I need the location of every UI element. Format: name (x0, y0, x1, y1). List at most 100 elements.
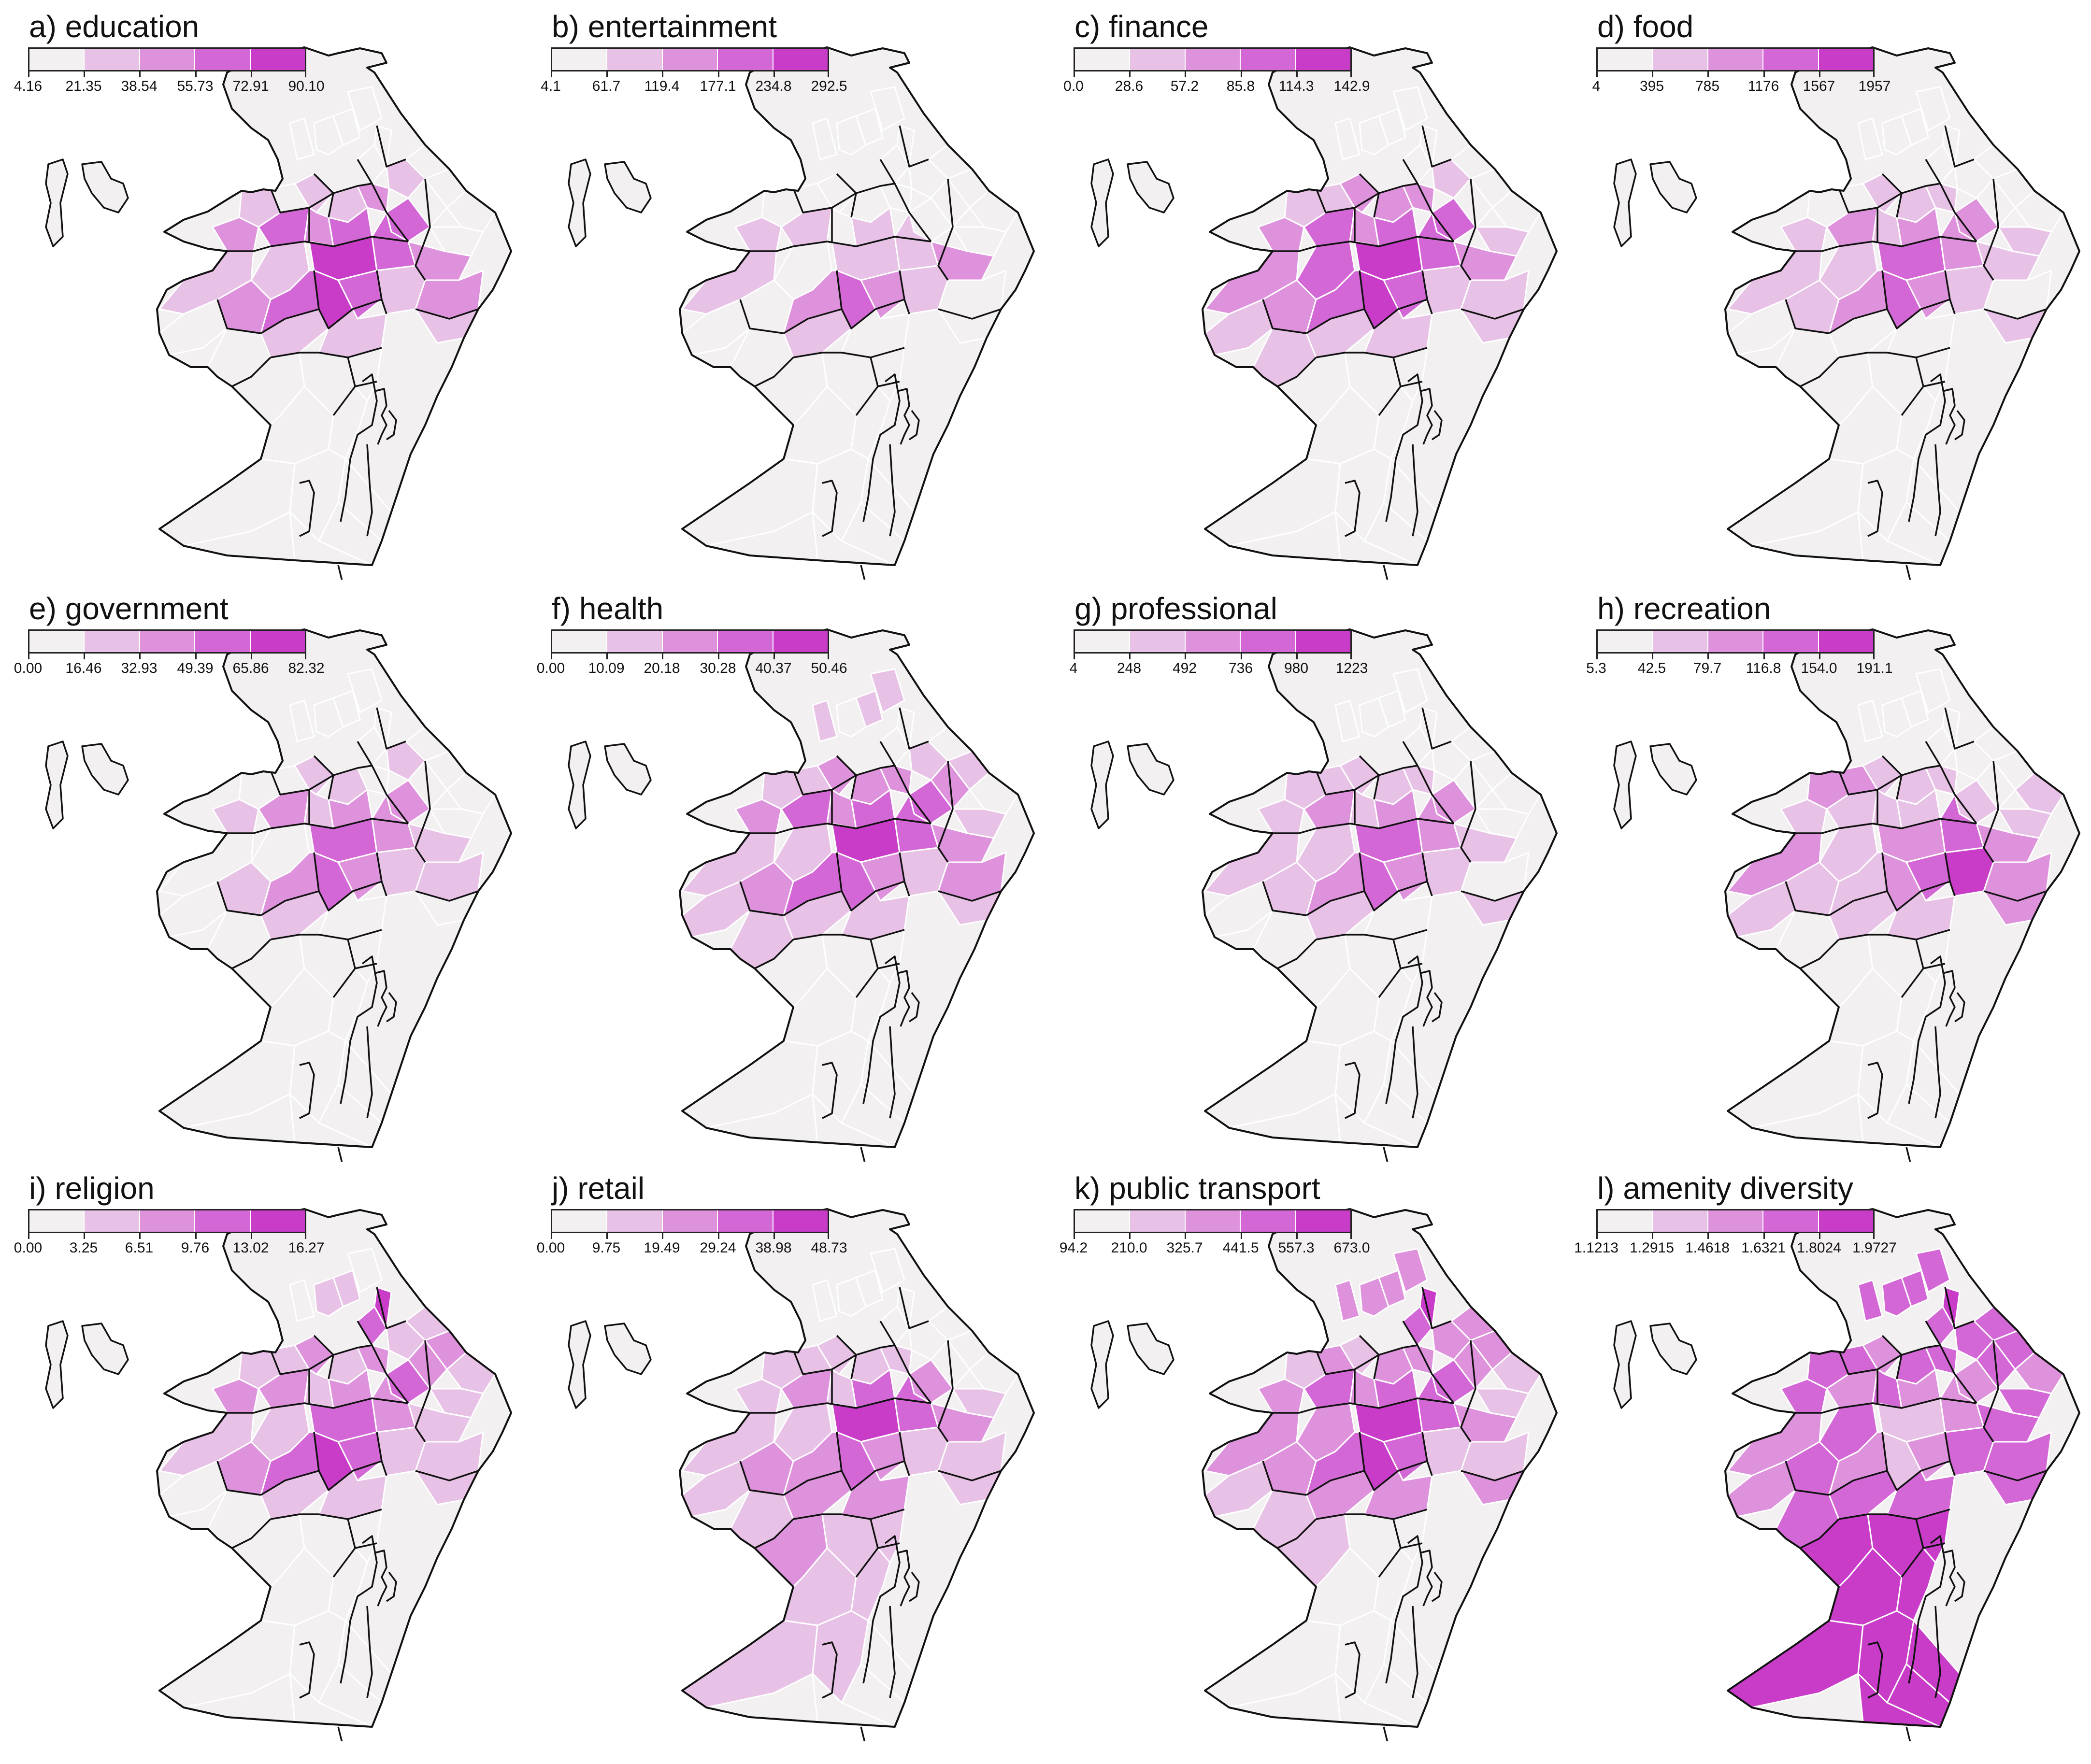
harbour-pier (1345, 1062, 1361, 1119)
district-border (1983, 1340, 1999, 1442)
neighborhood-region (1475, 226, 1530, 257)
legend-tick-mark (1185, 653, 1186, 659)
legend-tick-label: 0.00 (14, 660, 43, 676)
district-border (1983, 1470, 2047, 1481)
enclave-region (1127, 161, 1174, 213)
district-border (870, 1519, 879, 1549)
legend-tick-mark (662, 653, 663, 659)
neighborhood-region (337, 270, 383, 320)
neighborhood-region (734, 798, 782, 834)
legend-tick-mark (773, 71, 775, 77)
neighborhood-region (1359, 697, 1389, 738)
legend-tick-mark (1873, 1232, 1875, 1239)
legend-swatch (1185, 631, 1241, 652)
color-legend: 4 248 492 736 980 1223 (1070, 629, 1368, 676)
district-border (1315, 1350, 1356, 1403)
legend-ticks: 5.3 42.5 79.7 116.8 154.0 191.1 (1586, 653, 1893, 682)
legend-tick-mark (1350, 71, 1352, 77)
harbour-pier (340, 1535, 378, 1684)
legend-tick-mark (28, 1232, 29, 1239)
district-border (937, 1340, 954, 1442)
legend-tick-mark (305, 71, 306, 77)
legend-swatch (607, 1210, 663, 1232)
district-border (831, 183, 895, 209)
color-legend: 0.00 9.75 19.49 29.24 38.98 48.73 (537, 1209, 847, 1256)
district-border (937, 178, 954, 281)
district-border (739, 881, 784, 916)
legend-tick-label: 3.25 (69, 1240, 98, 1256)
district-border (313, 852, 320, 892)
district-border (1421, 852, 1428, 882)
harbour-pier (1412, 1026, 1418, 1119)
legend-swatch (1653, 49, 1708, 70)
neighborhood-region (347, 668, 383, 713)
map-panel-i: i) religion 0.00 3.25 6.51 9.76 13.02 16.27 (0, 1162, 523, 1741)
district-border (792, 188, 833, 242)
legend-tick-label: 325.7 (1166, 1240, 1203, 1256)
harbour-pier (1419, 388, 1433, 445)
legend-swatch (607, 49, 663, 70)
legend-tick-mark (551, 1232, 552, 1239)
legend-tick-label: 50.46 (811, 660, 847, 676)
color-legend: 0.00 16.46 32.93 49.39 65.86 82.32 (14, 629, 325, 676)
legend-tick-mark (1652, 71, 1653, 77)
district-border (836, 852, 843, 892)
neighborhood-region (2014, 1351, 2064, 1394)
neighborhood-region (860, 270, 905, 320)
district-border (793, 929, 905, 940)
legend-tick-label: 142.9 (1333, 78, 1370, 94)
district-border (1273, 1397, 1454, 1414)
legend-colorbar (28, 629, 306, 654)
district-border (1460, 178, 1476, 281)
district-border (870, 357, 879, 387)
district-border (313, 173, 334, 218)
legend-tick-mark (1074, 653, 1075, 659)
harbour-pier (374, 970, 387, 1027)
legend-tick-label: 65.86 (232, 660, 269, 676)
legend-ticks: 4.1 61.7 119.4 177.1 234.8 292.5 (541, 71, 847, 100)
legend-swatch (1241, 49, 1296, 70)
legend-tick-label: 4.1 (541, 78, 561, 94)
harbour-pier (897, 388, 910, 445)
harbour-pier (889, 1606, 896, 1698)
legend-colorbar (1074, 47, 1352, 71)
district-border (899, 1432, 905, 1462)
city-outline (679, 46, 1035, 566)
legend-tick-label: 9.76 (181, 1240, 210, 1256)
harbour-pier (897, 1550, 910, 1607)
district-border (1316, 929, 1428, 940)
map-panel-c: c) finance 0.0 28.6 57.2 85.8 114.3 142.9 (1046, 0, 1568, 580)
neighborhood-region (347, 86, 383, 131)
neighborhood-region (812, 699, 838, 742)
district-border (1881, 852, 1888, 892)
neighborhood-region (1392, 668, 1428, 713)
neighborhood-region (1780, 216, 1828, 252)
legend-swatch (1185, 1210, 1241, 1232)
legend-swatch (1296, 49, 1351, 70)
legend-tick-label: 82.32 (288, 660, 325, 676)
legend-tick-mark (662, 1232, 663, 1239)
legend-tick-mark (1652, 653, 1653, 659)
enclave-region (568, 740, 591, 829)
district-border (1277, 356, 1317, 387)
legend-tick-label: 1.6321 (1741, 1240, 1786, 1256)
legend-swatch (195, 631, 251, 652)
harbour-pier (1383, 565, 1389, 580)
legend-ticks: 94.2 210.0 325.7 441.5 557.3 673.0 (1060, 1232, 1370, 1261)
legend-tick-mark (1129, 71, 1131, 77)
district-border (938, 308, 1002, 320)
legend-ticks: 0.00 9.75 19.49 29.24 38.98 48.73 (537, 1232, 847, 1261)
enclave-region (45, 740, 69, 829)
neighborhood-region (1881, 115, 1912, 156)
district-border (1915, 1519, 1924, 1549)
panel-title: e) government (29, 591, 229, 626)
legend-swatch (1653, 1210, 1708, 1232)
choropleth-map (45, 1208, 512, 1741)
legend-tick-mark (1596, 71, 1598, 77)
legend-tick-mark (662, 71, 663, 77)
district-border (1915, 357, 1924, 387)
color-legend: 0.0 28.6 57.2 85.8 114.3 142.9 (1063, 47, 1370, 94)
legend-tick-label: 4 (1069, 660, 1078, 676)
legend-tick-mark (1074, 71, 1075, 77)
legend-tick-mark (1350, 1232, 1352, 1239)
